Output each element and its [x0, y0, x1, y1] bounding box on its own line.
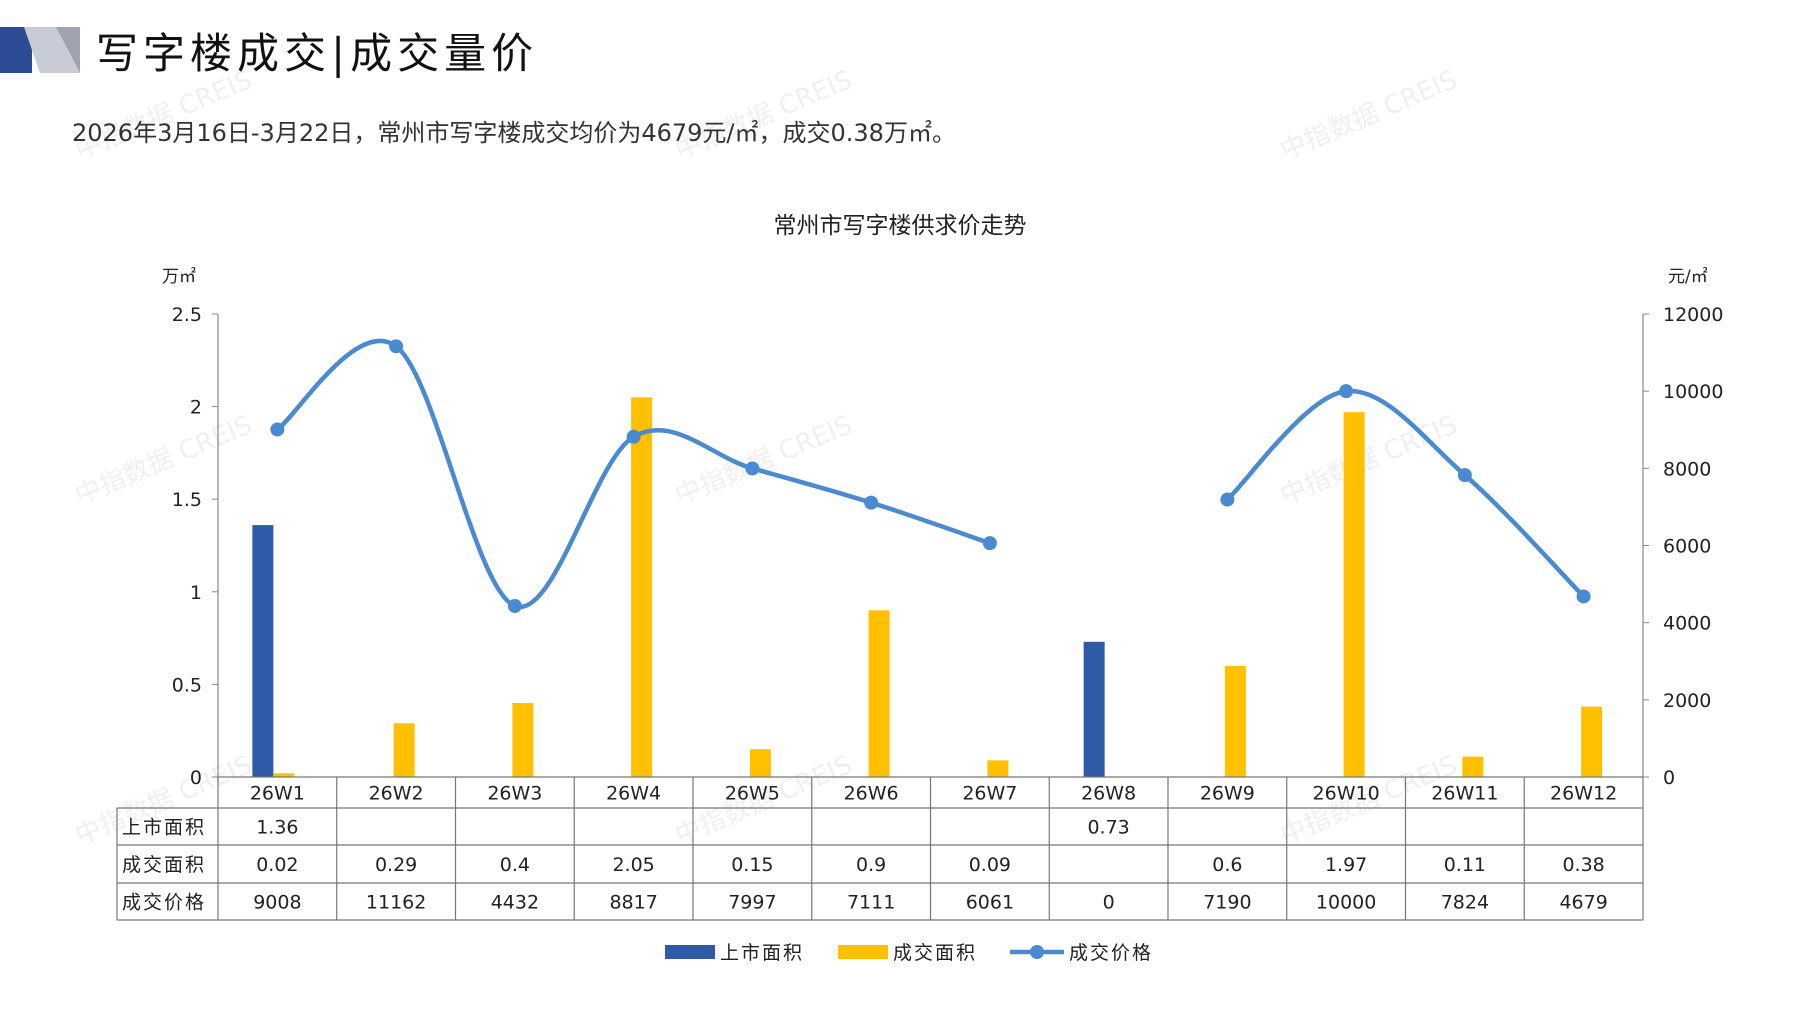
- x-tick-label: 26W4: [606, 783, 661, 805]
- x-tick-label: 26W1: [250, 783, 305, 805]
- bar-deal-area: [868, 610, 890, 777]
- x-tick-label: 26W6: [844, 783, 899, 805]
- x-tick-label: 26W8: [1081, 783, 1136, 805]
- bar-deal-area: [749, 749, 771, 777]
- legend-swatch: [665, 945, 715, 959]
- left-tick-label: 2: [190, 397, 202, 419]
- data-label: 6061: [966, 892, 1014, 914]
- table-row-header: 上市面积: [122, 817, 206, 839]
- data-label: 11162: [366, 892, 426, 914]
- price-point: [864, 495, 879, 510]
- bar-deal-area: [393, 723, 415, 777]
- x-tick-label: 26W5: [725, 783, 780, 805]
- price-point: [982, 536, 997, 551]
- price-point: [1339, 384, 1354, 399]
- bar-deal-area: [273, 773, 295, 777]
- watermark-layer: 中指数据 CREIS 中指数据 CREIS 中指数据 CREIS 中指数据 CREIS…: [71, 65, 1462, 851]
- data-label: 4432: [491, 892, 539, 914]
- bar-deal-area: [512, 702, 534, 777]
- data-label: 7111: [847, 892, 895, 914]
- x-tick-label: 26W10: [1313, 783, 1380, 805]
- bar-deal-area: [1343, 412, 1365, 777]
- right-tick-label: 10000: [1663, 381, 1723, 403]
- summary-text: 2026年3月16日-3月22日，常州市写字楼成交均价为4679元/㎡，成交0.…: [72, 119, 956, 147]
- right-tick-label: 12000: [1663, 304, 1723, 326]
- price-point: [1457, 468, 1472, 483]
- page-title: 写字楼成交|成交量价: [96, 29, 539, 78]
- bar-deal-area: [631, 397, 653, 777]
- left-tick-label: 2.5: [172, 304, 202, 326]
- watermark: 中指数据 CREIS: [71, 410, 257, 511]
- right-tick-label: 2000: [1663, 690, 1711, 712]
- price-point: [626, 429, 641, 444]
- data-label: 0.09: [969, 854, 1011, 876]
- bar-deal-area: [987, 760, 1009, 777]
- right-tick-label: 6000: [1663, 536, 1711, 558]
- price-point: [1576, 589, 1591, 604]
- legend-label: 上市面积: [720, 942, 804, 964]
- data-label: 0.29: [375, 854, 417, 876]
- data-label: 10000: [1316, 892, 1376, 914]
- watermark: 中指数据 CREIS: [671, 410, 857, 511]
- data-label: 4679: [1559, 892, 1607, 914]
- data-label: 1.97: [1325, 854, 1367, 876]
- bar-deal-area: [1224, 665, 1246, 777]
- watermark: 中指数据 CREIS: [71, 65, 257, 166]
- bar-listing-area: [1083, 641, 1105, 777]
- data-label: 7824: [1441, 892, 1489, 914]
- bar-deal-area: [1581, 706, 1603, 777]
- chart-title: 常州市写字楼供求价走势: [774, 213, 1027, 239]
- data-label: 1.36: [256, 817, 298, 839]
- price-point: [1220, 492, 1235, 507]
- table-row-header: 成交价格: [122, 892, 206, 914]
- x-tick-label: 26W2: [369, 783, 424, 805]
- watermark: 中指数据 CREIS: [1276, 410, 1462, 511]
- x-tick-label: 26W3: [487, 783, 542, 805]
- data-label: 0.02: [256, 854, 298, 876]
- header-logo: [0, 27, 80, 73]
- price-point: [745, 461, 760, 476]
- right-tick-label: 4000: [1663, 613, 1711, 635]
- data-label: 0.9: [856, 854, 886, 876]
- data-label: 7190: [1203, 892, 1251, 914]
- legend-swatch-marker: [1030, 945, 1044, 959]
- right-axis-unit: 元/㎡: [1668, 267, 1708, 287]
- price-point: [270, 422, 285, 437]
- data-label: 8817: [609, 892, 657, 914]
- left-tick-label: 1.5: [172, 489, 202, 511]
- data-label: 0.6: [1212, 854, 1242, 876]
- legend-swatch: [838, 945, 888, 959]
- bar-deal-area: [1462, 756, 1484, 777]
- x-tick-label: 26W11: [1431, 783, 1498, 805]
- x-tick-label: 26W7: [962, 783, 1017, 805]
- data-label: 0.4: [500, 854, 530, 876]
- data-label: 7997: [728, 892, 776, 914]
- right-tick-label: 0: [1663, 767, 1675, 789]
- price-line: [1225, 388, 1586, 599]
- data-label: 0.73: [1087, 817, 1129, 839]
- data-label: 0.38: [1562, 854, 1604, 876]
- price-point: [389, 339, 404, 354]
- legend-label: 成交面积: [893, 942, 977, 964]
- right-tick-label: 8000: [1663, 458, 1711, 480]
- x-tick-label: 26W9: [1200, 783, 1255, 805]
- left-tick-label: 0: [190, 767, 202, 789]
- data-label: 0: [1103, 892, 1115, 914]
- table-row-header: 成交面积: [122, 854, 206, 876]
- x-tick-label: 26W12: [1550, 783, 1617, 805]
- left-axis-unit: 万㎡: [162, 267, 196, 287]
- data-label: 2.05: [612, 854, 654, 876]
- left-tick-label: 1: [190, 582, 202, 604]
- left-tick-label: 0.5: [172, 674, 202, 696]
- data-label: 0.15: [731, 854, 773, 876]
- legend-label: 成交价格: [1069, 942, 1153, 964]
- bar-listing-area: [252, 525, 274, 777]
- watermark: 中指数据 CREIS: [1276, 65, 1462, 166]
- price-point: [507, 598, 522, 613]
- data-label: 9008: [253, 892, 301, 914]
- watermark: 中指数据 CREIS: [671, 65, 857, 166]
- data-label: 0.11: [1444, 854, 1486, 876]
